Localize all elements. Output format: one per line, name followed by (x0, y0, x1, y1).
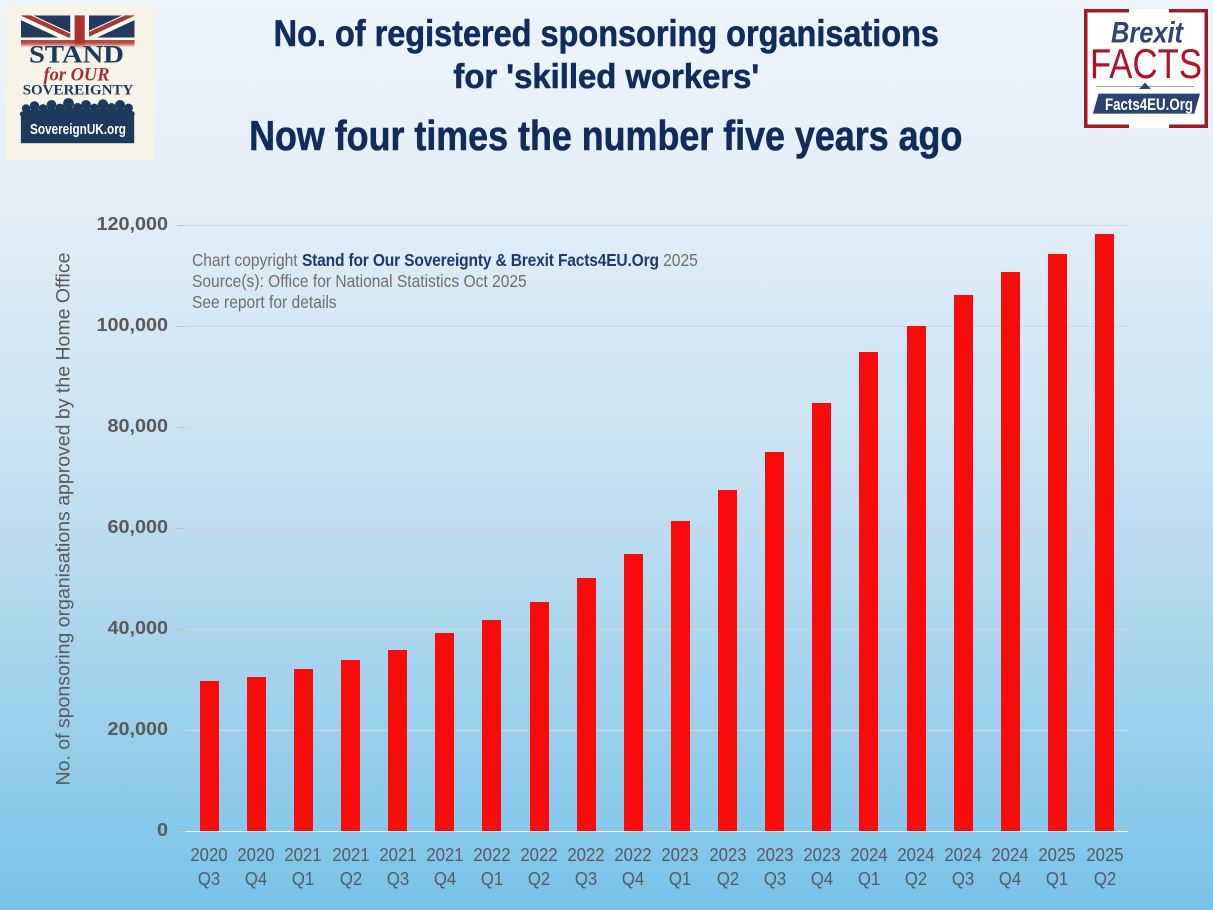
svg-text:SOVEREIGNTY: SOVEREIGNTY (23, 82, 134, 98)
svg-text:SovereignUK.org: SovereignUK.org (30, 121, 126, 138)
svg-text:STAND: STAND (29, 42, 124, 69)
svg-text:for OUR: for OUR (44, 65, 110, 86)
svg-text:FACTS: FACTS (1090, 40, 1202, 87)
svg-text:Facts4EU.Org: Facts4EU.Org (1105, 96, 1193, 114)
svg-text:Brexit: Brexit (1111, 17, 1185, 50)
